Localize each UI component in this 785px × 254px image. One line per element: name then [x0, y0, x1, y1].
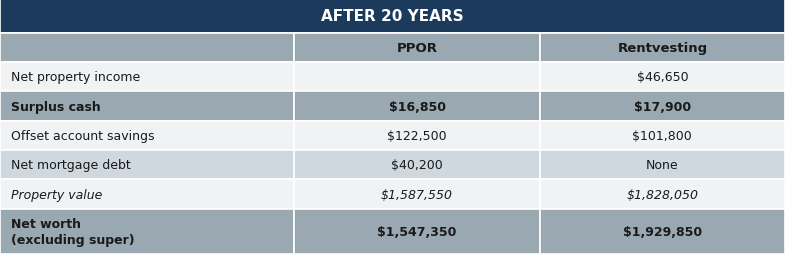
Text: AFTER 20 YEARS: AFTER 20 YEARS	[321, 9, 464, 24]
Bar	[294, 92, 540, 121]
Text: Surplus cash: Surplus cash	[11, 100, 100, 113]
Text: Net mortgage debt: Net mortgage debt	[11, 159, 131, 172]
Text: $16,850: $16,850	[389, 100, 446, 113]
Text: None: None	[646, 159, 679, 172]
Bar	[0, 121, 294, 151]
Text: Offset account savings: Offset account savings	[11, 129, 155, 142]
Bar	[0, 209, 294, 254]
Text: $40,200: $40,200	[391, 159, 443, 172]
Text: $1,828,050: $1,828,050	[626, 188, 699, 201]
Bar	[0, 34, 294, 63]
Text: $1,929,850: $1,929,850	[623, 225, 702, 238]
Text: $122,500: $122,500	[387, 129, 447, 142]
Bar	[540, 34, 785, 63]
Bar	[540, 92, 785, 121]
Text: $1,587,550: $1,587,550	[381, 188, 453, 201]
Text: PPOR: PPOR	[396, 42, 437, 55]
Text: Net worth
(excluding super): Net worth (excluding super)	[11, 217, 134, 246]
Bar	[0, 180, 294, 209]
Bar	[540, 121, 785, 151]
Text: Property value: Property value	[11, 188, 102, 201]
Bar	[0, 151, 294, 180]
Text: Net property income: Net property income	[11, 71, 141, 84]
Text: $101,800: $101,800	[633, 129, 692, 142]
Bar	[540, 63, 785, 92]
Bar	[0, 0, 785, 34]
Bar	[0, 92, 294, 121]
Bar	[294, 180, 540, 209]
Bar	[294, 209, 540, 254]
Bar	[0, 63, 294, 92]
Bar	[540, 180, 785, 209]
Text: $17,900: $17,900	[633, 100, 691, 113]
Bar	[540, 209, 785, 254]
Text: Rentvesting: Rentvesting	[617, 42, 707, 55]
Bar	[294, 151, 540, 180]
Bar	[294, 121, 540, 151]
Text: $1,547,350: $1,547,350	[378, 225, 457, 238]
Bar	[294, 63, 540, 92]
Bar	[540, 151, 785, 180]
Text: $46,650: $46,650	[637, 71, 688, 84]
Bar	[294, 34, 540, 63]
